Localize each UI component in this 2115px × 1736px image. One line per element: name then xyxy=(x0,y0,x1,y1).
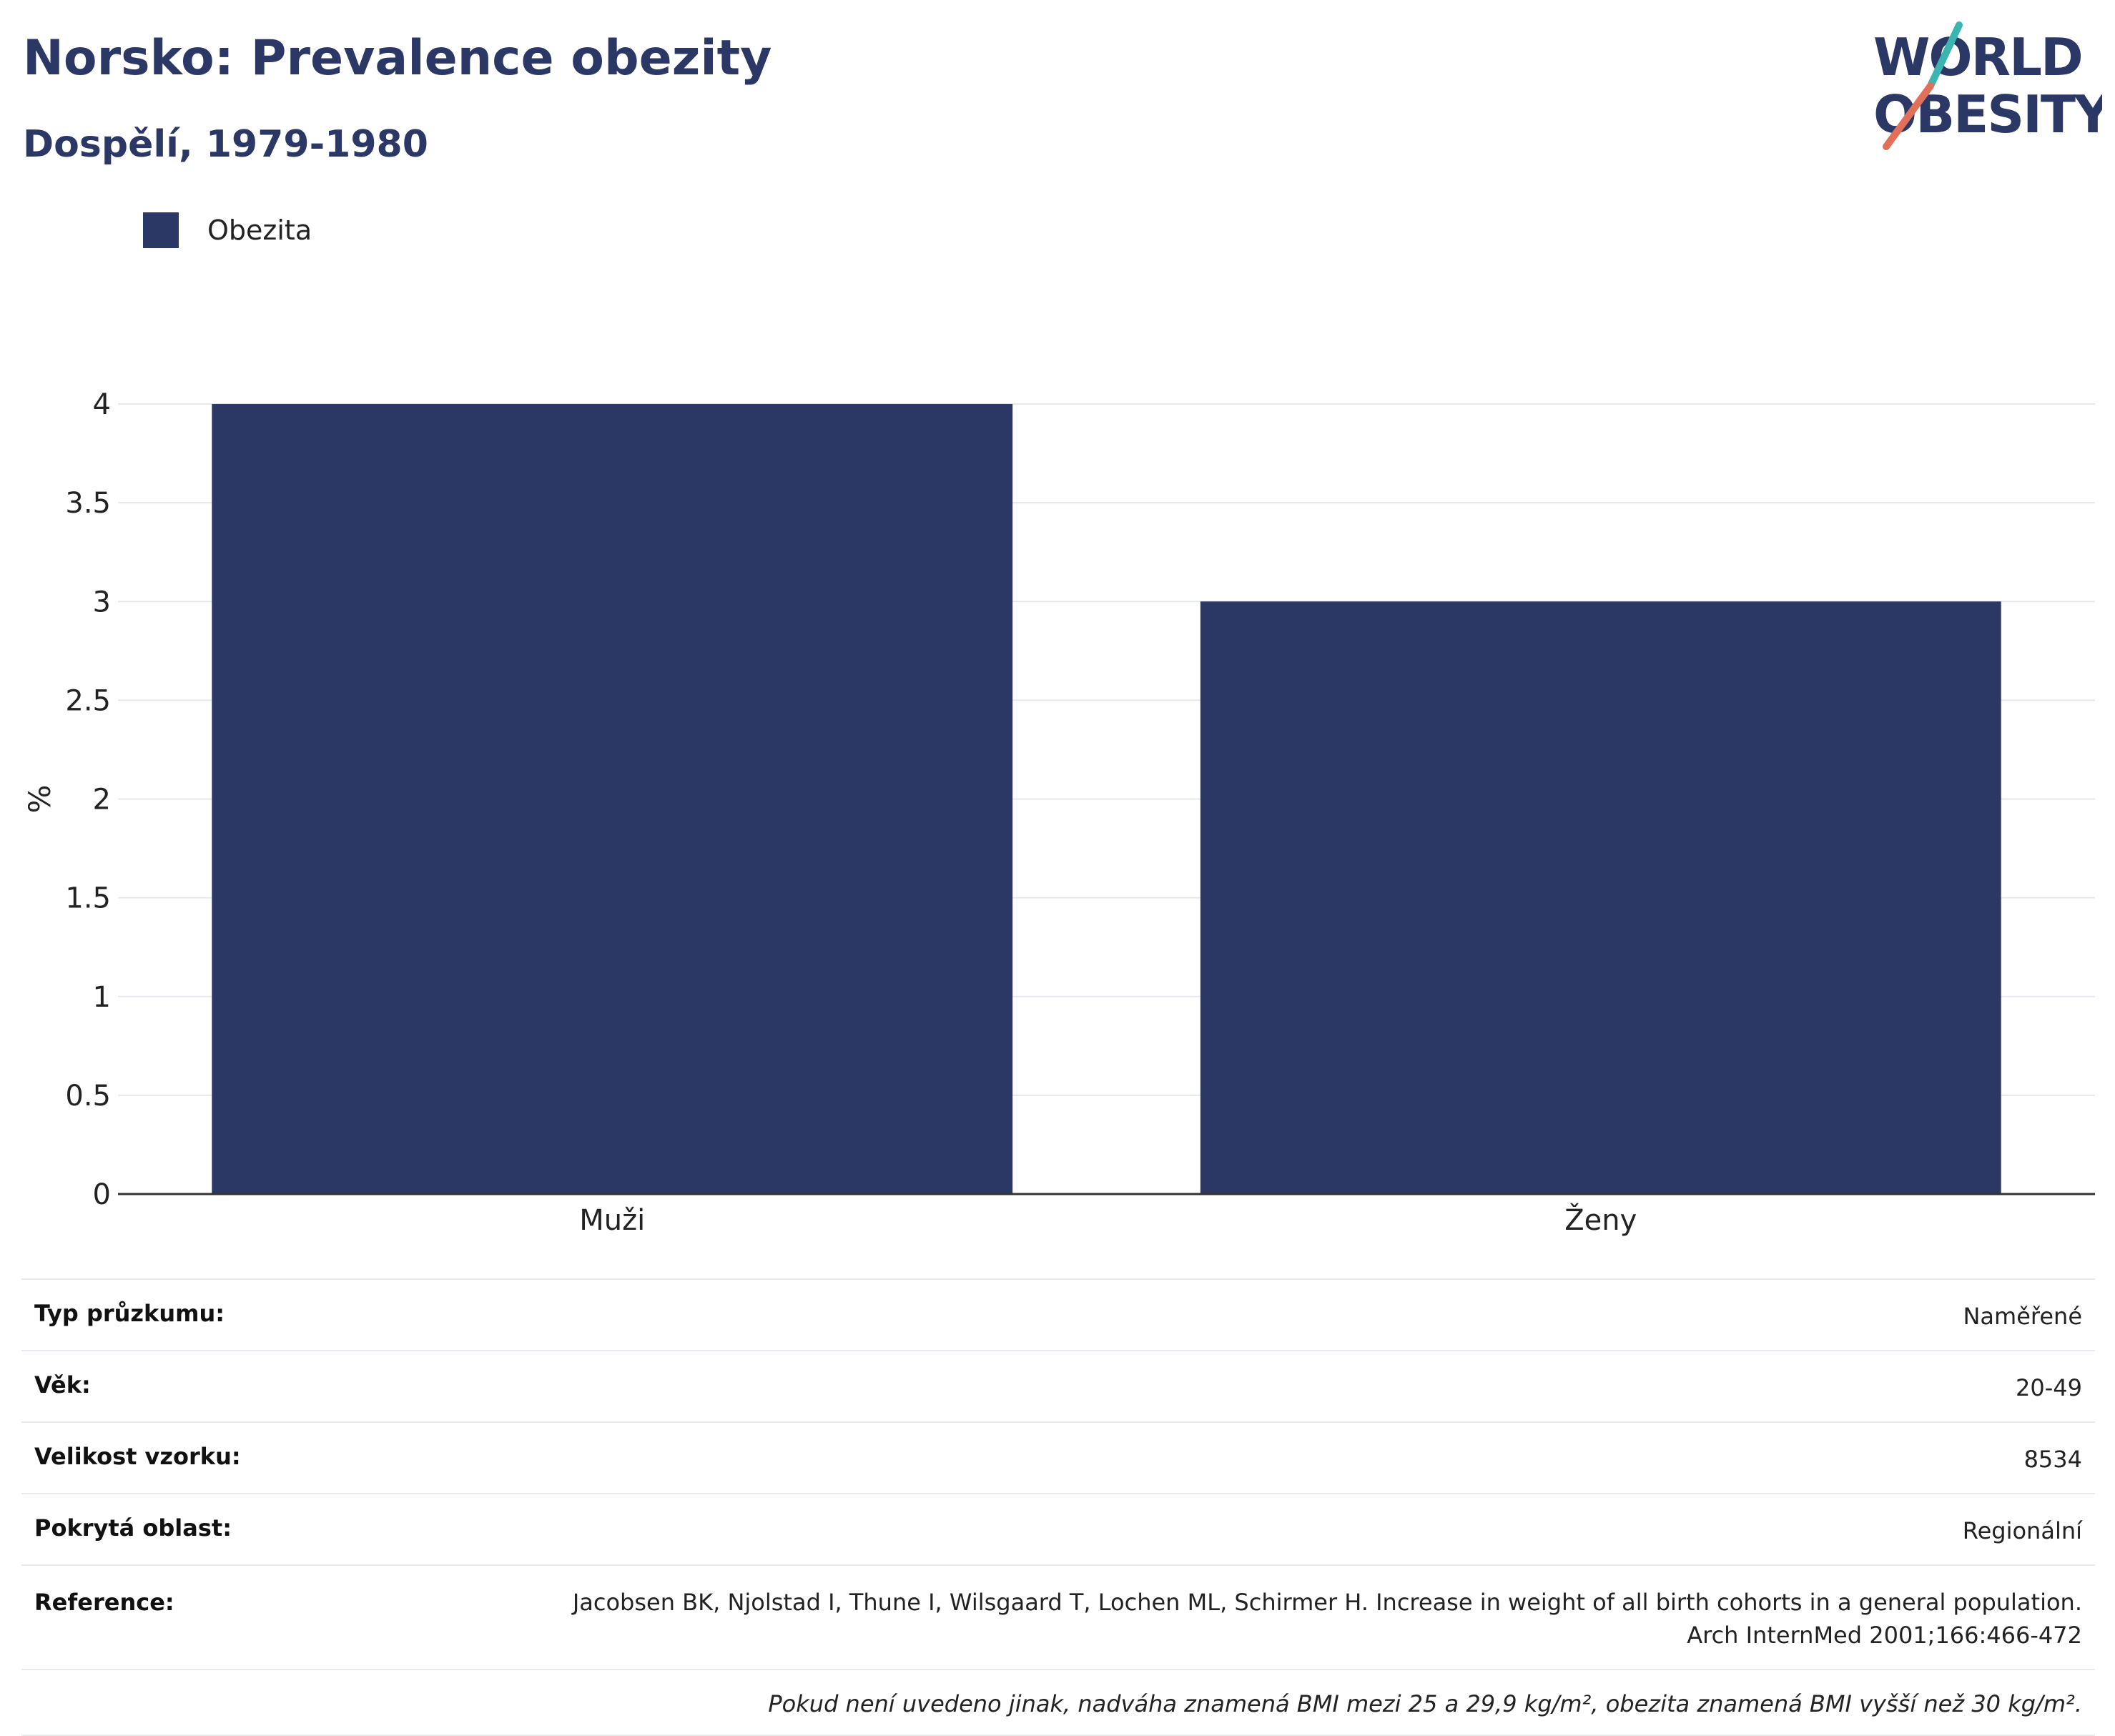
y-axis-title: % xyxy=(22,785,57,814)
info-row-sample-size: Velikost vzorku: 8534 xyxy=(21,1421,2095,1493)
legend-swatch-obezita xyxy=(143,212,179,248)
info-key: Reference: xyxy=(34,1589,174,1616)
y-tick-label: 3.5 xyxy=(65,487,111,520)
x-tick-label: Muži xyxy=(579,1204,645,1237)
bar-chart: 0 0.5 1 1.5 2 2.5 3 3.5 4 Muži Ženy% xyxy=(22,388,2095,1237)
page-subtitle: Dospělí, 1979-1980 xyxy=(23,123,428,166)
x-tick-label: Ženy xyxy=(1564,1203,1637,1237)
info-row-note: Pokud není uvedeno jinak, nadváha znamen… xyxy=(21,1669,2095,1736)
page-title: Norsko: Prevalence obezity xyxy=(23,30,772,87)
y-tick-label: 2.5 xyxy=(65,684,111,717)
legend-label-obezita: Obezita xyxy=(207,214,312,246)
chart-legend: Obezita xyxy=(143,212,312,249)
y-tick-label: 0 xyxy=(93,1178,111,1211)
world-obesity-logo: WORLD OBESITY xyxy=(1873,21,2102,150)
svg-text:WORLD: WORLD xyxy=(1873,27,2082,87)
info-value: Naměřené xyxy=(1963,1303,2082,1330)
reference-line-1: Jacobsen BK, Njolstad I, Thune I, Wilsga… xyxy=(572,1589,2082,1616)
survey-info-table: Typ průzkumu: Naměřené Věk: 20-49 Veliko… xyxy=(21,1278,2095,1736)
reference-text: Jacobsen BK, Njolstad I, Thune I, Wilsga… xyxy=(573,1586,2082,1652)
y-tick-label: 0.5 xyxy=(65,1080,111,1113)
info-row-survey-type: Typ průzkumu: Naměřené xyxy=(21,1278,2095,1350)
info-value: 8534 xyxy=(2023,1446,2082,1473)
info-key: Velikost vzorku: xyxy=(34,1443,241,1470)
info-key: Věk: xyxy=(34,1371,91,1399)
bar-zeny xyxy=(1200,601,2001,1194)
y-tick-label: 3 xyxy=(93,586,111,618)
y-tick-label: 1 xyxy=(93,981,111,1014)
info-key: Typ průzkumu: xyxy=(34,1300,225,1327)
bar-muzi xyxy=(212,404,1013,1194)
info-value: 20-49 xyxy=(2016,1374,2082,1401)
y-tick-label: 4 xyxy=(93,388,111,421)
y-tick-label: 2 xyxy=(93,784,111,817)
info-key: Pokrytá oblast: xyxy=(34,1514,232,1542)
info-row-age: Věk: 20-49 xyxy=(21,1350,2095,1421)
info-row-reference: Reference: Jacobsen BK, Njolstad I, Thun… xyxy=(21,1564,2095,1669)
reference-line-2: Arch InternMed 2001;166:466-472 xyxy=(1687,1622,2082,1649)
y-tick-label: 1.5 xyxy=(65,882,111,915)
info-row-coverage: Pokrytá oblast: Regionální xyxy=(21,1493,2095,1564)
info-value: Regionální xyxy=(1962,1517,2082,1544)
bmi-definition-note: Pokud není uvedeno jinak, nadváha znamen… xyxy=(768,1690,2082,1717)
